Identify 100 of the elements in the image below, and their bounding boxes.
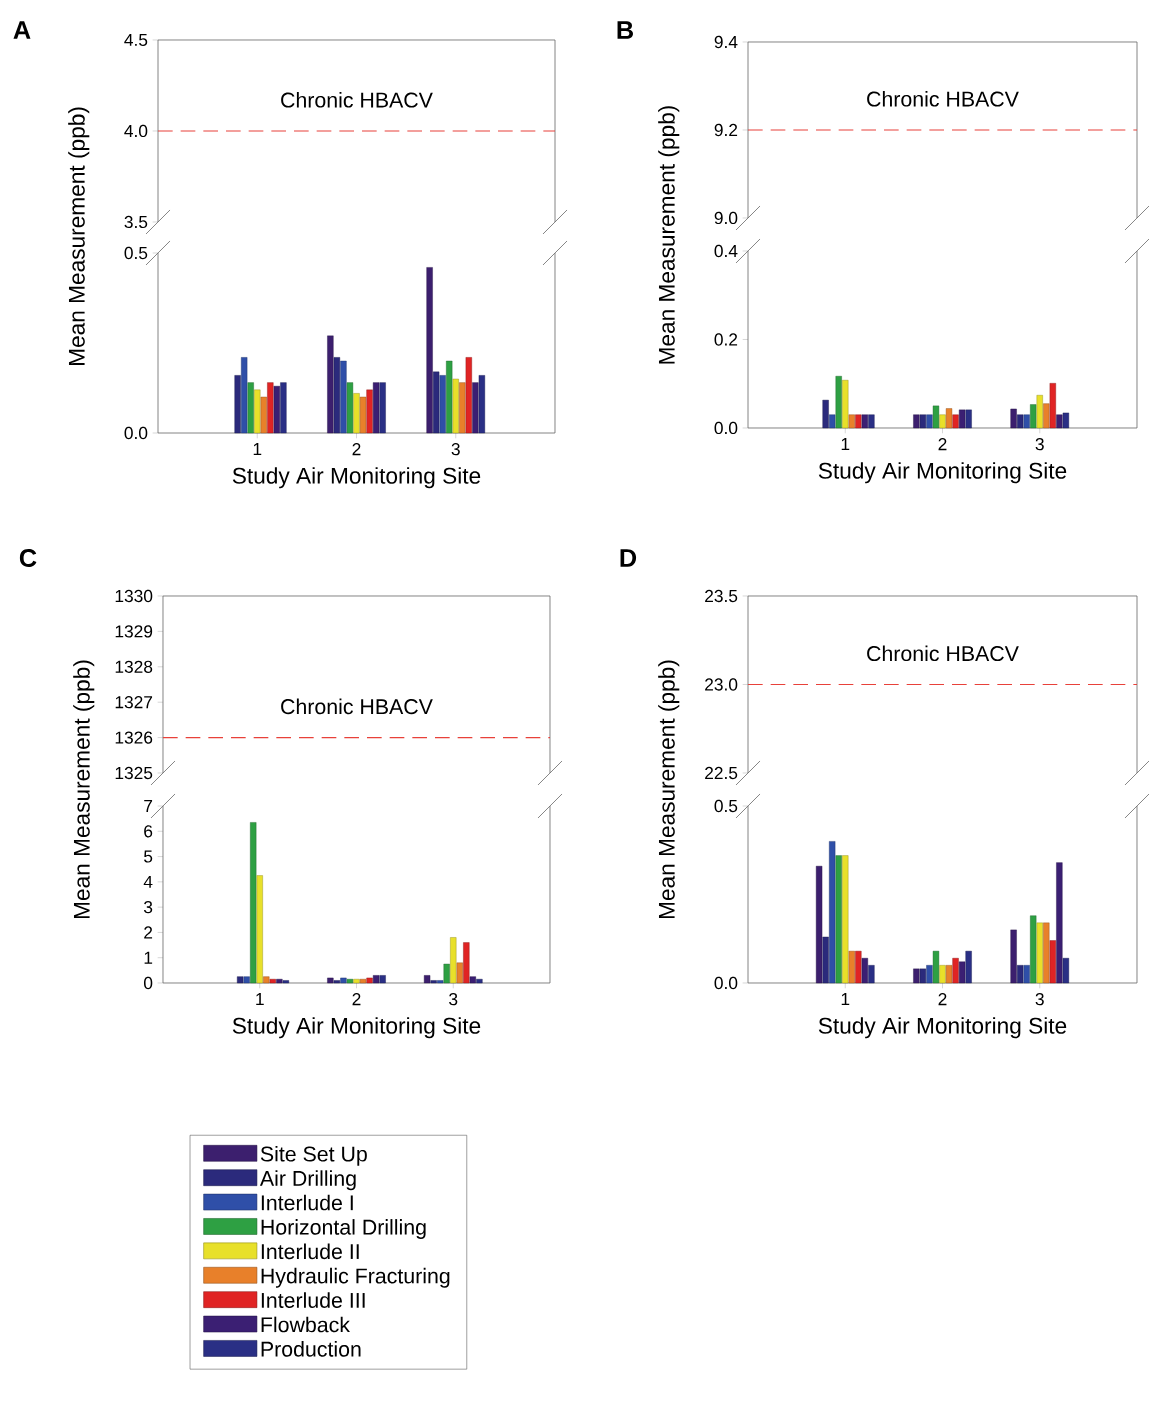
bar (926, 965, 933, 984)
bar (1036, 395, 1043, 429)
bar (366, 977, 373, 984)
bar (855, 950, 862, 984)
legend-label: Horizontal Drilling (261, 1219, 426, 1239)
bar (828, 414, 836, 429)
ref-line-label: Chronic HBACV (866, 645, 1019, 662)
y-tick-label: 9.2 (714, 123, 737, 137)
chart-title: D (620, 549, 636, 567)
bar (346, 979, 353, 984)
bar (340, 360, 347, 434)
bar (445, 360, 453, 434)
bar (236, 976, 244, 984)
bar (458, 382, 466, 434)
x-axis-title: Study Air Monitoring Site (232, 467, 480, 489)
y-tick-label: 0.5 (714, 799, 738, 813)
bar (353, 393, 360, 434)
y-tick-label: 4.0 (124, 124, 148, 138)
bar (359, 396, 366, 434)
bar (366, 389, 373, 434)
chart-title: B (617, 21, 633, 39)
y-tick-label: 0.0 (124, 426, 148, 440)
y-tick-label: 3.5 (124, 215, 148, 229)
bar (1042, 403, 1050, 429)
x-tick-label: 1 (256, 993, 264, 1005)
bar (346, 382, 353, 434)
ref-line-label: Chronic HBACV (280, 91, 433, 108)
y-tick-label: 0.0 (714, 976, 738, 990)
y-tick-label: 1330 (115, 589, 153, 603)
ref-line-label: Chronic HBACV (280, 698, 433, 715)
bar (266, 382, 274, 434)
bar (359, 979, 366, 984)
bar (340, 977, 347, 984)
bar (841, 380, 849, 429)
bar (945, 965, 952, 984)
y-tick-label: 1326 (115, 731, 153, 744)
bar (945, 408, 952, 429)
bar (1049, 940, 1056, 984)
bar (240, 357, 248, 434)
y-tick-label: 0.5 (124, 246, 148, 260)
bar (449, 937, 457, 984)
bar (443, 963, 450, 984)
bar (932, 950, 939, 984)
bar (456, 962, 463, 984)
y-tick-label: 9.0 (714, 211, 738, 225)
y-tick-label: 1325 (115, 766, 153, 780)
bar (828, 841, 836, 984)
bar (247, 382, 254, 434)
legend-label: Flowback (261, 1316, 350, 1333)
y-tick-label: 1 (144, 951, 152, 964)
legend-label: Site Set Up (260, 1145, 367, 1166)
bar (926, 414, 933, 429)
bar (932, 405, 939, 429)
bar (848, 414, 855, 429)
x-tick-label: 1 (253, 443, 262, 455)
y-tick-label: 5 (143, 850, 153, 863)
bar (1023, 414, 1030, 429)
x-axis-title: Study Air Monitoring Site (818, 462, 1066, 484)
x-tick-label: 2 (352, 993, 361, 1006)
bar (465, 357, 472, 434)
bar (436, 980, 444, 984)
y-axis-title: Mean Measurement (ppb) (657, 106, 680, 364)
bar (256, 875, 263, 984)
x-axis-title: Study Air Monitoring Site (232, 1017, 480, 1039)
legend-label: Production (261, 1341, 361, 1357)
x-tick-label: 2 (938, 438, 947, 451)
bar (855, 414, 862, 429)
x-tick-label: 1 (841, 438, 850, 450)
bar (243, 976, 250, 984)
legend-label: Interlude I (261, 1194, 353, 1211)
y-tick-label: 23.0 (704, 678, 738, 691)
y-tick-label: 0.4 (714, 244, 738, 258)
x-tick-label: 3 (448, 993, 458, 1006)
y-axis-title: Mean Measurement (ppb) (72, 660, 95, 919)
bar (1036, 922, 1043, 984)
chart-title: C (19, 549, 37, 567)
bar (848, 950, 855, 984)
bar (462, 942, 470, 984)
y-tick-label: 1327 (115, 696, 152, 709)
legend-label: Interlude II (261, 1243, 359, 1260)
bar (1023, 965, 1030, 984)
y-tick-label: 0.2 (714, 333, 737, 346)
bar (952, 958, 959, 984)
y-axis-title: Mean Measurement (ppb) (67, 107, 90, 365)
x-tick-label: 3 (451, 443, 460, 456)
bar (439, 375, 446, 434)
bar (253, 389, 261, 434)
x-tick-label: 2 (938, 993, 947, 1006)
y-tick-label: 9.4 (714, 35, 738, 49)
bar (269, 979, 276, 984)
bar (249, 822, 257, 984)
x-tick-label: 3 (1035, 438, 1044, 451)
x-axis-title: Study Air Monitoring Site (818, 1017, 1066, 1039)
y-tick-label: 4 (143, 875, 153, 888)
x-tick-label: 2 (352, 443, 361, 456)
bar (353, 979, 360, 984)
bar (939, 965, 946, 984)
bar (262, 976, 270, 984)
bar (1029, 404, 1037, 429)
y-tick-label: 3 (143, 901, 153, 914)
